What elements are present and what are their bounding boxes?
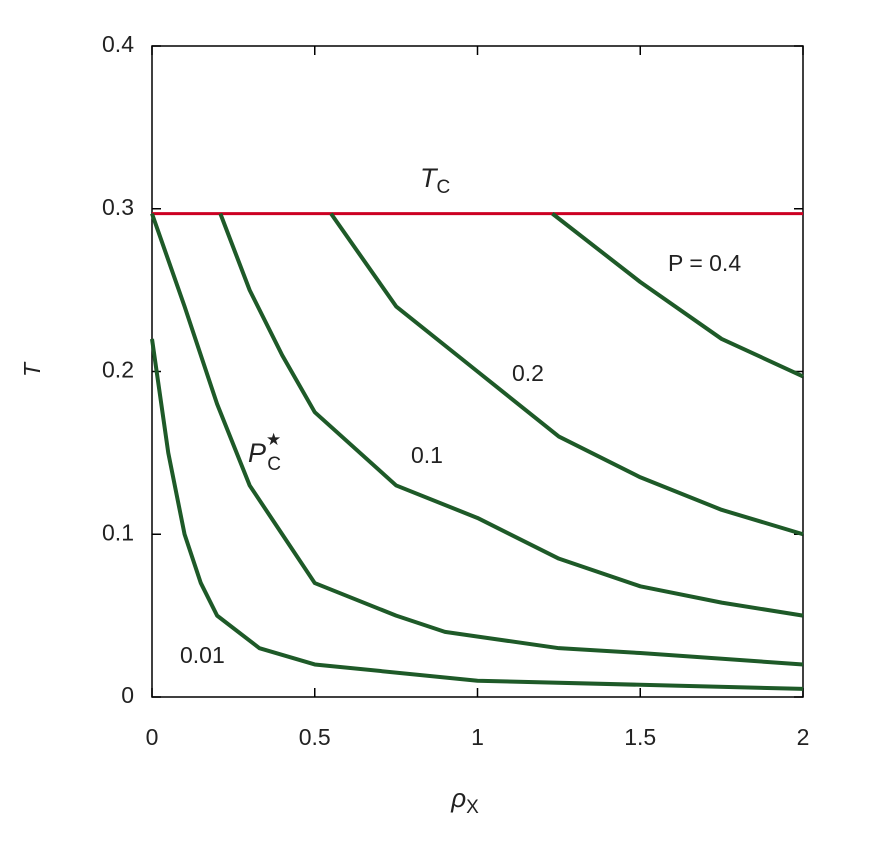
x-tick-label: 2 bbox=[797, 724, 810, 750]
y-tick-label: 0.4 bbox=[102, 31, 134, 57]
x-tick-label: 0 bbox=[146, 724, 159, 750]
curve bbox=[329, 212, 804, 537]
curve-label: 0.1 bbox=[411, 442, 443, 468]
curve-label-main: 0.1 bbox=[411, 442, 443, 468]
x-label-main: ρ bbox=[450, 783, 466, 813]
x-label-sub: X bbox=[466, 797, 479, 818]
curve bbox=[218, 212, 804, 618]
curve-label: 0.01 bbox=[180, 642, 225, 668]
curve bbox=[551, 212, 804, 379]
curve bbox=[150, 338, 804, 691]
curve-label-main: 0.2 bbox=[512, 360, 544, 386]
curve-label: P = 0.4 bbox=[668, 250, 741, 276]
tc-label: TC bbox=[420, 163, 450, 198]
x-tick-label: 0.5 bbox=[299, 724, 331, 750]
curve-label-sub: C bbox=[267, 454, 281, 475]
curve-label: P★ C bbox=[248, 430, 281, 475]
curve-label-sup: ★ bbox=[266, 430, 281, 449]
tc-label-main: T bbox=[420, 163, 439, 193]
x-tick-label: 1.5 bbox=[624, 724, 656, 750]
y-tick-label: 0.1 bbox=[102, 519, 134, 545]
curve-label-main: 0.01 bbox=[180, 642, 225, 668]
y-tick-label: 0 bbox=[121, 682, 134, 708]
y-axis-label: T bbox=[19, 361, 45, 377]
curve-label-main: P bbox=[248, 438, 266, 468]
x-axis-label: ρX bbox=[450, 783, 479, 818]
tc-label-sub: C bbox=[437, 177, 451, 198]
curve-label: 0.2 bbox=[512, 360, 544, 386]
y-tick-label: 0.2 bbox=[102, 357, 134, 383]
curve-label-main: P = 0.4 bbox=[668, 250, 741, 276]
x-tick-label: 1 bbox=[471, 724, 484, 750]
y-tick-label: 0.3 bbox=[102, 194, 134, 220]
curve bbox=[150, 212, 804, 667]
